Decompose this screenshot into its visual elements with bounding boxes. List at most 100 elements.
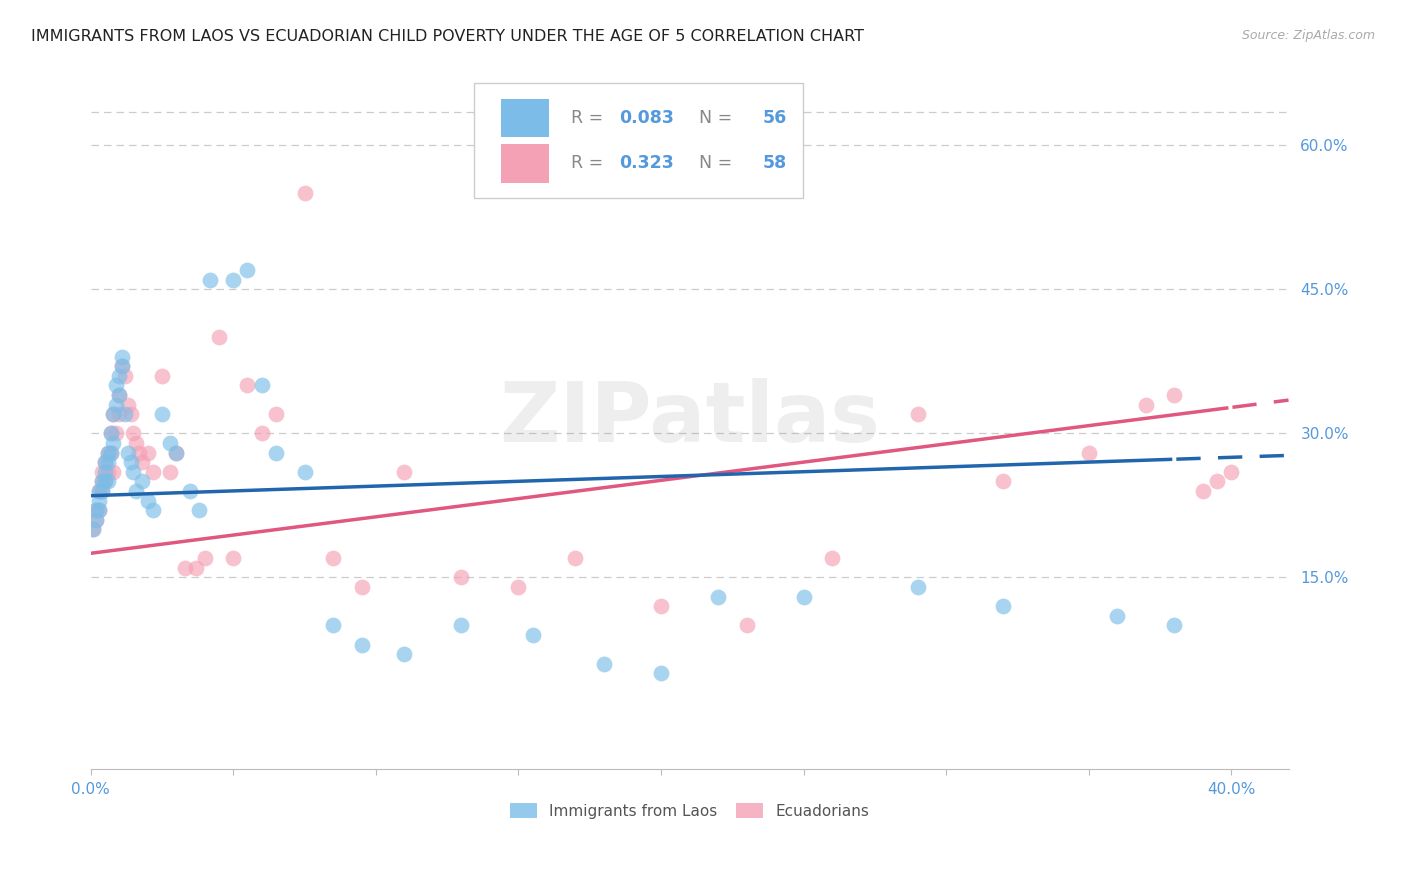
Point [186, 560, 208, 574]
Point [136, 445, 159, 459]
Point [159, 465, 181, 479]
Point [128, 445, 150, 459]
Point [394, 647, 416, 661]
Point [236, 263, 259, 277]
Text: 56: 56 [762, 109, 787, 127]
Point [793, 590, 815, 604]
Point [993, 599, 1015, 613]
Text: ZIPatlas: ZIPatlas [499, 378, 880, 459]
Point [125, 483, 148, 498]
Point [91, 465, 114, 479]
Point [222, 273, 245, 287]
Point [264, 445, 287, 459]
Point [108, 407, 131, 421]
Point [136, 493, 159, 508]
Point [86, 503, 108, 517]
Text: 0.323: 0.323 [619, 154, 673, 172]
Point [89, 493, 111, 508]
Point [194, 551, 217, 566]
Point [1163, 618, 1185, 632]
Point [82, 522, 104, 536]
Point [1206, 475, 1229, 489]
Point [111, 350, 134, 364]
Point [159, 436, 181, 450]
Point [150, 407, 173, 421]
Point [564, 551, 586, 566]
Point [103, 465, 125, 479]
Point [86, 513, 108, 527]
Point [94, 455, 117, 469]
Point [650, 599, 672, 613]
Point [125, 436, 148, 450]
Point [735, 618, 758, 632]
Point [350, 638, 373, 652]
Point [91, 483, 114, 498]
Point [103, 436, 125, 450]
Point [94, 465, 117, 479]
Point [394, 465, 416, 479]
Point [86, 513, 108, 527]
Point [100, 445, 122, 459]
Point [450, 618, 472, 632]
Point [105, 397, 128, 411]
Point [650, 666, 672, 681]
Point [165, 445, 187, 459]
Point [94, 475, 117, 489]
Point [250, 378, 273, 392]
Point [208, 330, 231, 344]
Text: 58: 58 [762, 154, 787, 172]
Point [131, 455, 153, 469]
Point [97, 465, 120, 479]
Point [294, 465, 316, 479]
Point [108, 368, 131, 383]
Point [142, 465, 165, 479]
Point [82, 522, 104, 536]
Point [350, 580, 373, 594]
Point [120, 407, 142, 421]
Point [89, 483, 111, 498]
Point [1163, 388, 1185, 402]
Point [91, 475, 114, 489]
Point [173, 560, 195, 574]
Point [322, 551, 344, 566]
Point [122, 426, 145, 441]
Point [100, 426, 122, 441]
Point [91, 475, 114, 489]
Point [100, 445, 122, 459]
Point [89, 503, 111, 517]
Point [250, 426, 273, 441]
FancyBboxPatch shape [502, 99, 550, 137]
Point [179, 483, 201, 498]
Text: R =: R = [571, 109, 609, 127]
Point [105, 378, 128, 392]
Text: N =: N = [689, 154, 738, 172]
Point [450, 570, 472, 584]
Point [993, 475, 1015, 489]
Point [907, 407, 929, 421]
Point [94, 475, 117, 489]
Point [165, 445, 187, 459]
Point [97, 475, 120, 489]
Point [1077, 445, 1099, 459]
Point [264, 407, 287, 421]
Text: Source: ZipAtlas.com: Source: ZipAtlas.com [1241, 29, 1375, 42]
Text: 0.083: 0.083 [619, 109, 673, 127]
Legend: Immigrants from Laos, Ecuadorians: Immigrants from Laos, Ecuadorians [503, 797, 876, 825]
Point [114, 407, 136, 421]
Point [294, 186, 316, 201]
Point [907, 580, 929, 594]
FancyBboxPatch shape [502, 145, 550, 183]
Point [94, 455, 117, 469]
Point [122, 465, 145, 479]
Point [97, 455, 120, 469]
Point [1135, 397, 1157, 411]
Point [97, 445, 120, 459]
Point [200, 273, 222, 287]
Point [89, 483, 111, 498]
Point [117, 445, 139, 459]
Point [508, 580, 530, 594]
Point [522, 628, 544, 642]
Point [1192, 483, 1215, 498]
Point [105, 426, 128, 441]
Point [108, 388, 131, 402]
